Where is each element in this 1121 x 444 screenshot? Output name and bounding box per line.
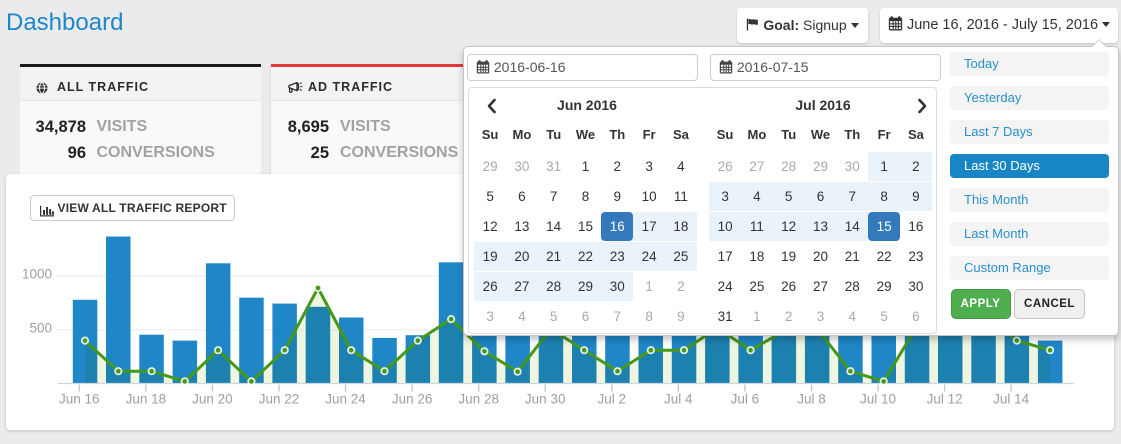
svg-text:Jun 26: Jun 26 (392, 392, 433, 407)
svg-text:Jun 18: Jun 18 (126, 392, 167, 407)
svg-text:Jul 8: Jul 8 (797, 392, 826, 407)
svg-text:Jun 24: Jun 24 (325, 392, 366, 407)
svg-text:1000: 1000 (22, 267, 52, 282)
svg-text:Jul 10: Jul 10 (860, 392, 896, 407)
svg-text:Jun 20: Jun 20 (192, 392, 233, 407)
svg-text:Jun 30: Jun 30 (525, 392, 566, 407)
svg-text:Jul 2: Jul 2 (598, 392, 627, 407)
svg-text:Jun 28: Jun 28 (458, 392, 499, 407)
svg-text:Jul 6: Jul 6 (731, 392, 760, 407)
svg-text:500: 500 (29, 320, 52, 335)
svg-text:Jul 4: Jul 4 (664, 392, 693, 407)
svg-text:Jun 22: Jun 22 (259, 392, 300, 407)
svg-text:Jun 16: Jun 16 (59, 392, 100, 407)
svg-text:Jul 12: Jul 12 (927, 392, 963, 407)
svg-text:Jul 14: Jul 14 (993, 392, 1030, 407)
